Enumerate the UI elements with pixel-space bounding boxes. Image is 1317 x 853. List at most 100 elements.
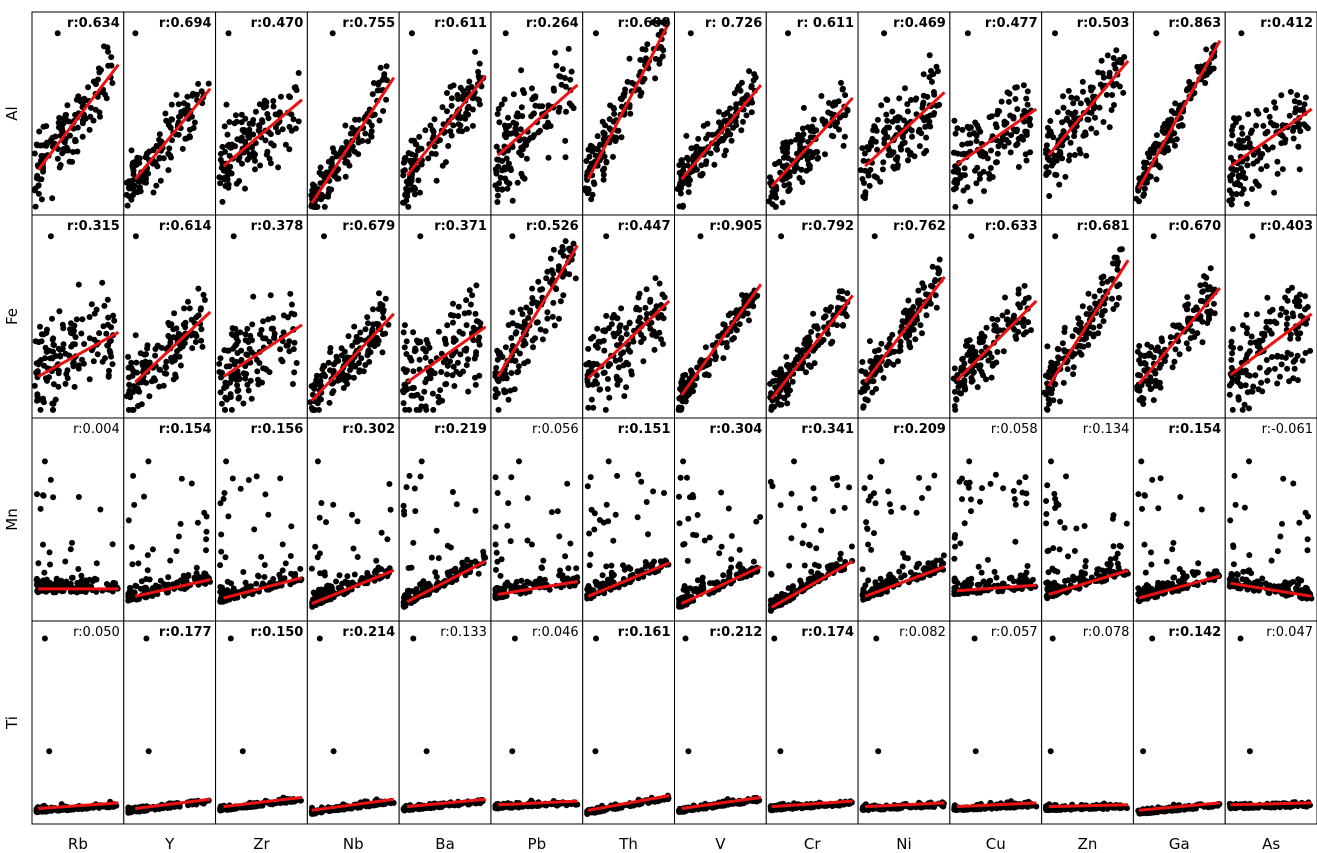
data-point bbox=[776, 379, 783, 386]
data-point bbox=[150, 146, 157, 153]
data-point bbox=[79, 316, 86, 323]
data-point bbox=[798, 365, 805, 372]
data-point bbox=[864, 397, 871, 404]
data-point bbox=[75, 281, 82, 288]
data-point bbox=[405, 565, 412, 571]
data-point bbox=[318, 372, 325, 379]
data-point bbox=[129, 406, 136, 413]
data-point bbox=[172, 371, 179, 378]
data-point bbox=[127, 389, 134, 396]
data-point bbox=[289, 381, 296, 387]
data-point bbox=[605, 458, 612, 465]
data-point bbox=[1296, 99, 1303, 106]
data-point bbox=[677, 190, 684, 197]
data-point bbox=[33, 577, 40, 583]
panel-Al-Cr: r: 0.611 bbox=[765, 11, 859, 216]
data-point bbox=[189, 345, 196, 352]
data-point bbox=[1295, 122, 1302, 129]
data-point bbox=[288, 570, 295, 577]
data-point bbox=[661, 490, 667, 496]
data-point bbox=[1302, 94, 1309, 101]
data-point bbox=[286, 123, 293, 130]
data-point bbox=[1043, 406, 1050, 412]
data-point bbox=[340, 385, 347, 391]
data-point bbox=[804, 124, 811, 131]
data-point bbox=[445, 143, 452, 149]
data-point bbox=[1114, 266, 1121, 273]
data-point bbox=[861, 387, 868, 394]
data-point bbox=[400, 172, 407, 179]
regression-line bbox=[770, 96, 854, 188]
data-point bbox=[647, 296, 654, 303]
data-point bbox=[125, 353, 132, 360]
data-point bbox=[1202, 80, 1209, 86]
data-point bbox=[976, 335, 983, 342]
data-point bbox=[358, 355, 365, 362]
data-point bbox=[608, 562, 615, 569]
data-point bbox=[544, 309, 551, 316]
data-point bbox=[508, 130, 514, 137]
data-point bbox=[1157, 384, 1164, 391]
data-point bbox=[916, 297, 923, 304]
data-point bbox=[723, 344, 730, 351]
data-point bbox=[993, 124, 1000, 131]
data-point bbox=[40, 541, 46, 548]
regression-line bbox=[310, 76, 396, 205]
data-point bbox=[408, 392, 415, 399]
correlation-label: r:0.477 bbox=[985, 16, 1038, 31]
data-point bbox=[192, 339, 199, 345]
data-point bbox=[807, 134, 814, 141]
data-point bbox=[178, 475, 185, 482]
data-point bbox=[1189, 328, 1196, 335]
data-point bbox=[533, 319, 540, 326]
data-point bbox=[1001, 143, 1008, 150]
correlation-label: r:0.503 bbox=[1077, 16, 1130, 31]
data-point bbox=[964, 184, 971, 191]
data-point bbox=[401, 344, 408, 351]
data-point bbox=[233, 341, 240, 348]
data-point bbox=[425, 155, 432, 162]
data-point bbox=[447, 128, 454, 135]
data-point bbox=[379, 331, 386, 338]
data-point bbox=[518, 67, 525, 74]
data-point bbox=[1178, 122, 1185, 128]
data-point bbox=[964, 30, 971, 37]
data-point bbox=[234, 382, 241, 389]
data-point bbox=[1147, 386, 1154, 393]
data-point bbox=[416, 356, 423, 363]
data-point bbox=[650, 488, 657, 495]
data-point bbox=[544, 315, 551, 322]
data-point bbox=[75, 494, 82, 500]
data-point bbox=[1046, 193, 1053, 199]
data-point bbox=[400, 329, 407, 336]
data-point bbox=[199, 343, 206, 350]
data-point bbox=[1056, 181, 1063, 188]
panel-Fe-Zr: r:0.378 bbox=[215, 214, 308, 419]
data-point bbox=[1294, 377, 1301, 384]
data-point bbox=[265, 316, 272, 323]
data-point bbox=[784, 400, 791, 407]
data-point bbox=[185, 298, 191, 305]
data-point bbox=[1043, 142, 1050, 149]
data-point bbox=[338, 345, 345, 352]
regression-line bbox=[1047, 59, 1130, 157]
correlation-label: r:0.526 bbox=[526, 219, 579, 234]
correlation-label: r:0.219 bbox=[434, 422, 487, 437]
data-point bbox=[472, 381, 479, 388]
data-point bbox=[54, 30, 61, 37]
data-point bbox=[349, 511, 355, 518]
regression-line bbox=[864, 91, 946, 168]
data-point bbox=[1239, 406, 1246, 413]
data-point bbox=[496, 119, 503, 126]
data-point bbox=[99, 279, 106, 286]
data-point bbox=[1290, 135, 1297, 142]
data-point bbox=[34, 491, 40, 498]
data-point bbox=[1024, 88, 1031, 95]
data-point bbox=[190, 125, 197, 131]
data-point bbox=[794, 346, 801, 353]
regression-line bbox=[770, 294, 854, 400]
data-point bbox=[132, 159, 138, 165]
data-point bbox=[1109, 295, 1115, 302]
data-point bbox=[451, 383, 458, 389]
data-point bbox=[429, 390, 436, 397]
